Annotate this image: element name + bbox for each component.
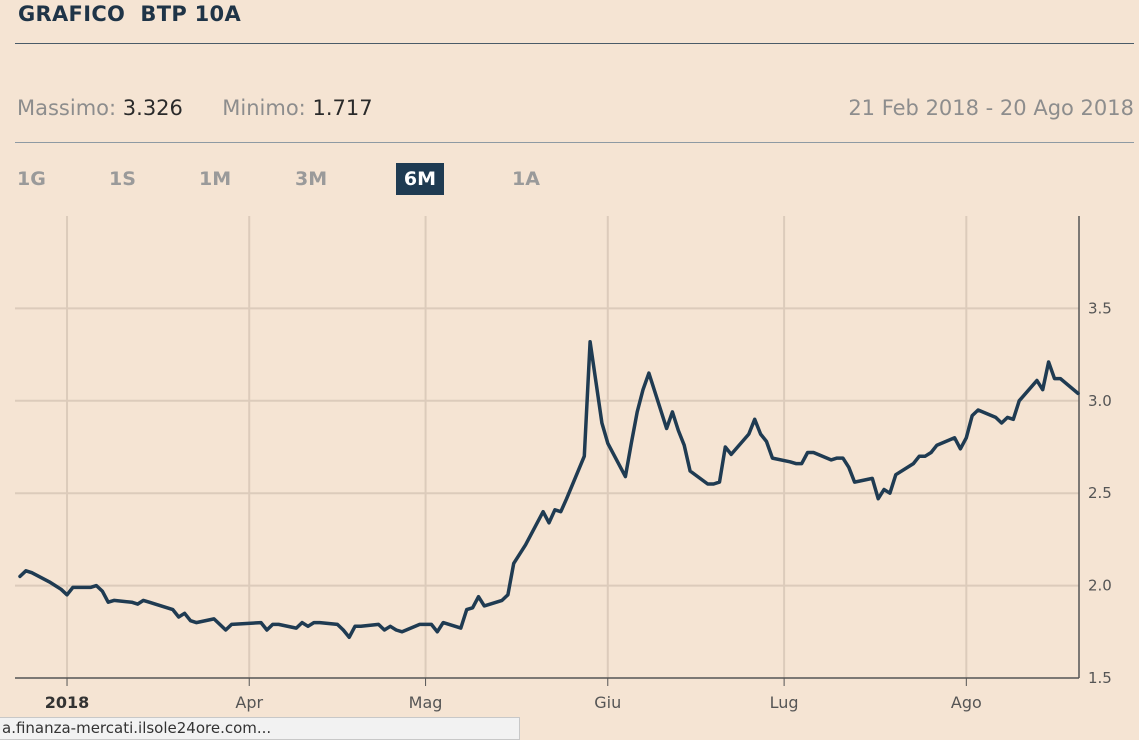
min-label: Minimo: [222,96,306,120]
period-tab-3m[interactable]: 3M [295,168,328,190]
y-tick-label: 3.5 [1088,299,1112,317]
max-value: 3.326 [122,96,183,120]
price-stats: Massimo: 3.326 Minimo: 1.717 [17,96,373,120]
x-tick-label: Apr [235,693,263,712]
period-tab-1s[interactable]: 1S [109,168,136,190]
y-tick-label: 3.0 [1088,392,1112,410]
chart-grid [15,216,1079,678]
browser-status-bar: a.finanza-mercati.ilsole24ore.com... [0,717,520,740]
y-tick-label: 1.5 [1088,669,1112,687]
x-tick-label: Giu [594,693,621,712]
title-divider [15,43,1134,44]
period-tab-6m[interactable]: 6M [396,163,444,195]
x-axis-ticks: 2018 Apr Mag Giu Lug Ago [45,693,982,712]
yield-series-line [18,339,1080,640]
y-axis-ticks: 1.5 2.0 2.5 3.0 3.5 [1088,299,1112,687]
chart-axes [15,216,1080,686]
x-tick-label: Ago [951,693,982,712]
x-tick-label: 2018 [45,693,90,712]
min-value: 1.717 [312,96,373,120]
y-tick-label: 2.0 [1088,577,1112,595]
y-tick-label: 2.5 [1088,484,1112,502]
max-label: Massimo: [17,96,117,120]
period-tab-1m[interactable]: 1M [199,168,232,190]
period-tab-1g[interactable]: 1G [17,168,46,190]
period-tab-1a[interactable]: 1A [512,168,540,190]
stats-divider [15,142,1134,143]
x-tick-label: Mag [409,693,443,712]
x-tick-label: Lug [770,693,799,712]
chart-title: GRAFICO BTP 10A [18,2,242,26]
date-range: 21 Feb 2018 - 20 Ago 2018 [848,96,1134,120]
